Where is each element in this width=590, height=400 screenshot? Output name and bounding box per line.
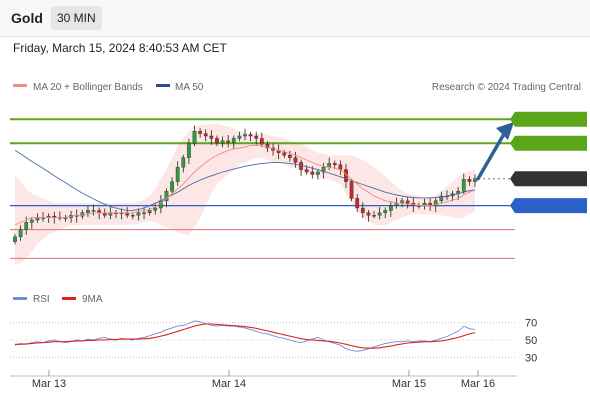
candle-body [13,236,17,242]
candle-body [18,229,23,238]
candle-body [187,142,191,158]
rsi-ma-line [15,323,476,349]
candle-body [181,157,186,168]
candle-body [142,212,146,215]
candle-body [130,214,135,217]
candle-body [203,133,208,137]
candle-body [248,134,253,137]
candle-body [304,169,309,173]
rsi-tick-50: 50 [525,335,537,347]
candle-body [175,166,180,182]
forecast-arrow-head [496,122,514,140]
candle-body [136,212,141,216]
level-tag-2166.60 [510,171,587,187]
rsi-tick-70: 70 [525,318,537,330]
bollinger-fill [15,124,475,266]
ma50-legend-swatch [156,84,170,87]
level-tag-2174.00 [510,135,587,151]
level-tag-2161.00 [510,198,587,214]
candle-body [243,134,247,137]
ma50-line [14,150,476,211]
x-tick-label: Mar 13 [32,378,66,390]
candle-body [287,154,292,158]
moving-averages [14,145,476,226]
candle-body [282,152,287,156]
x-tick-label: Mar 14 [212,378,246,390]
level-labels [510,111,587,214]
candle-body [209,135,214,139]
x-tick-label: Mar 15 [392,378,426,390]
candle-body [192,130,197,144]
candle-body [383,210,388,213]
candle-body [316,171,320,175]
rsi-ma-legend-label: 9MA [82,294,103,305]
candle-body [220,140,225,144]
candle-body [293,157,298,163]
candle-body [226,140,231,143]
candle-body [259,138,264,145]
candle-body [231,138,236,143]
bollinger-legend-swatch [13,84,27,87]
candle-body [310,171,315,175]
candle-body [355,198,360,209]
bollinger-legend-label: MA 20 + Bollinger Bands [33,82,143,93]
candle-body [388,205,393,211]
candle-body [439,195,444,202]
candle-body [433,200,438,206]
candlesticks [13,125,477,245]
candle-body [91,210,96,212]
candle-body [461,178,466,192]
ma20-line [14,145,476,226]
candle-body [473,178,477,182]
rsi-ma-legend-swatch [62,297,76,300]
candle-body [164,190,169,201]
candle-body [170,181,174,192]
rsi-tick-30: 30 [525,352,537,364]
interval-button[interactable]: 30 MIN [51,6,102,30]
candle-body [153,207,158,211]
x-tick-label: Mar 16 [461,378,495,390]
symbol-title: Gold [11,10,43,26]
candle-body [147,210,152,213]
timestamp: Friday, March 15, 2024 8:40:53 AM CET [13,41,227,55]
candle-body [349,181,354,199]
candle-body [366,212,371,216]
forecast-arrow-shaft [476,132,506,181]
candle-body [29,219,34,223]
candle-body [215,138,219,144]
candle-body [467,178,472,182]
header-bar: Gold 30 MIN [0,0,590,37]
candle-body [405,200,410,204]
copyright-text: Research © 2024 Trading Central [432,82,581,93]
rsi-legend-label: RSI [33,294,50,305]
candle-body [321,166,326,173]
candle-body [80,212,85,217]
rsi-line [14,320,476,352]
ma50-legend-label: MA 50 [175,82,204,93]
candle-body [86,210,90,213]
candle-body [372,214,376,217]
candle-body [332,163,337,166]
candle-body [24,222,29,230]
rsi-legend-swatch [13,297,27,300]
candle-body [377,212,382,216]
candle-body [52,215,57,218]
candle-body [254,135,259,139]
bollinger-bands [15,124,475,266]
candle-body [237,135,242,139]
candle-body [198,130,203,134]
forecast-arrow [476,122,514,181]
candle-body [360,207,365,214]
rsi-panel: 30 50 70 [10,318,537,364]
time-axis: Mar 13 Mar 14 Mar 15 Mar 16 [32,370,495,390]
level-tag-2179.00 [510,111,587,127]
candle-body [265,143,270,149]
